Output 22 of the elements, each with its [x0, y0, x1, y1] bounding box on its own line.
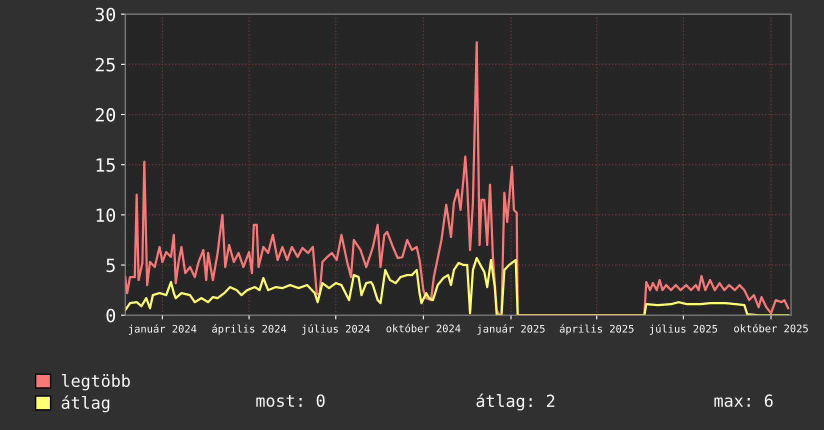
x-tick-label: július 2024	[302, 324, 370, 335]
x-tick-label: október 2025	[734, 324, 808, 332]
y-tick-label: 20	[96, 108, 116, 122]
y-tick-label: 0	[106, 308, 116, 322]
x-tick-label: április 2025	[560, 324, 634, 335]
x-tick-label: október 2024	[386, 324, 461, 332]
text: max: 6	[714, 394, 773, 407]
legend-label: átlag	[62, 395, 110, 412]
text: most: 0	[256, 394, 325, 407]
x-tick-label: július 2025	[650, 324, 718, 335]
y-tick-label: 15	[96, 158, 115, 172]
legend-label: legtöbb	[62, 374, 130, 390]
y-tick-label: 30	[96, 8, 116, 22]
y-tick-label: 10	[96, 208, 116, 222]
line-series	[125, 41, 790, 316]
text: átlag: 2	[476, 394, 554, 411]
x-tick-label: január 2024	[128, 324, 196, 335]
y-tick-label: 5	[106, 258, 115, 272]
x-tick-label: április 2024	[212, 324, 286, 335]
y-tick-label: 25	[96, 58, 115, 72]
line-series	[125, 256, 790, 316]
x-tick-label: január 2025	[477, 324, 545, 335]
